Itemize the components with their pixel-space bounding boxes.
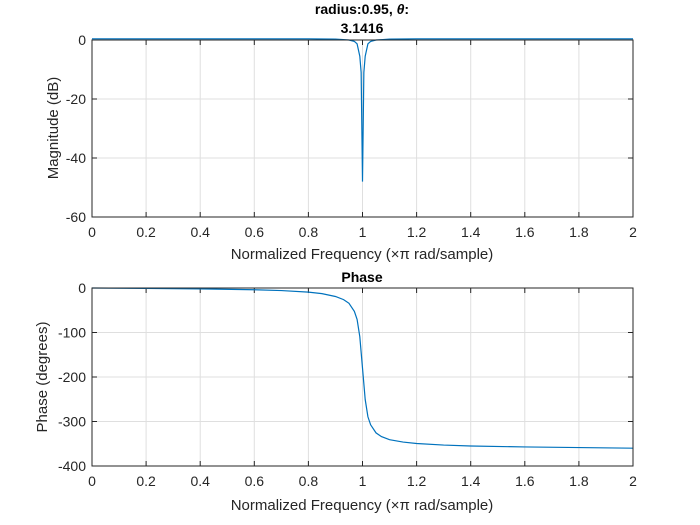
phase-x-tick-label: 0.6	[245, 473, 265, 489]
phase-x-tick-label: 1.2	[407, 473, 427, 489]
magnitude-x-tick-label: 0.2	[136, 224, 156, 240]
phase-x-label: Normalized Frequency (×π rad/sample)	[231, 497, 494, 514]
magnitude-x-tick-label: 0.6	[245, 224, 265, 240]
magnitude-x-label: Normalized Frequency (×π rad/sample)	[231, 246, 494, 263]
phase-x-tick-label: 0.2	[136, 473, 156, 489]
magnitude-x-tick-label: 1.8	[569, 224, 589, 240]
magnitude-title-line1: radius:0.95, θ:	[315, 1, 409, 17]
phase-y-tick-labels: 0 -100 -200 -300 -400	[58, 280, 86, 474]
phase-x-tick-label: 0	[88, 473, 96, 489]
magnitude-y-label: Magnitude (dB)	[45, 77, 62, 180]
magnitude-x-tick-label: 1.6	[515, 224, 535, 240]
magnitude-x-tick-label: 1.2	[407, 224, 427, 240]
magnitude-y-tick-label: 0	[78, 32, 86, 48]
phase-y-tick-label: -200	[58, 369, 86, 385]
magnitude-x-tick-labels: 0 0.2 0.4 0.6 0.8 1 1.2 1.4 1.6 1.8 2	[88, 224, 637, 240]
magnitude-y-tick-label: -60	[66, 209, 86, 225]
phase-series-line	[91, 287, 634, 449]
magnitude-series-line	[92, 38, 633, 182]
phase-x-tick-label: 1	[359, 473, 367, 489]
phase-x-tick-label: 1.6	[515, 473, 535, 489]
phase-y-tick-label: -400	[58, 458, 86, 474]
magnitude-x-tick-label: 2	[629, 224, 637, 240]
magnitude-x-tick-label: 0.4	[190, 224, 210, 240]
phase-x-tick-labels: 0 0.2 0.4 0.6 0.8 1 1.2 1.4 1.6 1.8 2	[88, 473, 637, 489]
phase-x-tick-label: 0.4	[190, 473, 210, 489]
phase-y-tick-label: -300	[58, 414, 86, 430]
magnitude-x-tick-label: 0	[88, 224, 96, 240]
phase-plot: Phase 0 0.2 0.4 0.6 0.8 1 1.2 1.4 1.6 1.8 2 0 -100 -…	[34, 269, 637, 514]
phase-y-label: Phase (degrees)	[34, 322, 51, 433]
magnitude-plot: radius:0.95, θ: 3.1416 0 0.2 0.4 0.6 0.8 1 1.2…	[45, 1, 637, 263]
magnitude-x-tick-label: 1	[359, 224, 367, 240]
phase-x-tick-label: 0.8	[299, 473, 319, 489]
phase-title: Phase	[341, 269, 382, 285]
phase-y-tick-label: 0	[78, 280, 86, 296]
phase-x-tick-label: 2	[629, 473, 637, 489]
phase-y-tick-label: -100	[58, 325, 86, 341]
magnitude-y-tick-labels: 0 -20 -40 -60	[66, 32, 86, 225]
magnitude-y-tick-label: -40	[66, 150, 86, 166]
magnitude-title-line2: 3.1416	[341, 20, 384, 36]
phase-x-tick-label: 1.4	[461, 473, 481, 489]
phase-x-tick-label: 1.8	[569, 473, 589, 489]
magnitude-x-tick-label: 1.4	[461, 224, 481, 240]
magnitude-x-tick-label: 0.8	[299, 224, 319, 240]
magnitude-y-tick-label: -20	[66, 91, 86, 107]
